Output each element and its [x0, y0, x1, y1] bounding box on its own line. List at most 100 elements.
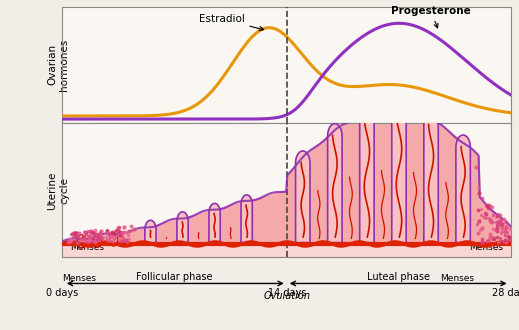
- Point: [70, 233, 78, 239]
- Point: [72, 230, 80, 236]
- Text: 14 days: 14 days: [268, 288, 306, 298]
- Point: [477, 206, 485, 211]
- Point: [498, 227, 506, 232]
- Point: [115, 237, 124, 242]
- Point: [497, 223, 505, 228]
- Point: [98, 234, 106, 239]
- Point: [88, 230, 96, 235]
- Point: [484, 202, 493, 207]
- Point: [115, 230, 123, 235]
- Point: [476, 227, 485, 232]
- Point: [69, 231, 77, 236]
- Point: [96, 231, 104, 236]
- Point: [111, 233, 119, 238]
- Point: [91, 227, 100, 233]
- Point: [488, 236, 497, 241]
- Point: [110, 235, 118, 240]
- Point: [500, 228, 509, 233]
- Point: [112, 228, 120, 233]
- Point: [105, 235, 114, 240]
- Point: [496, 235, 504, 240]
- Point: [488, 219, 497, 224]
- Point: [108, 233, 116, 238]
- Point: [88, 239, 97, 244]
- Point: [93, 237, 101, 242]
- Point: [496, 212, 504, 217]
- Text: Progesterone: Progesterone: [391, 6, 471, 28]
- Point: [104, 238, 113, 243]
- Point: [491, 219, 500, 224]
- Point: [66, 236, 74, 241]
- Point: [115, 224, 124, 229]
- Point: [95, 236, 103, 242]
- Point: [120, 224, 128, 230]
- Point: [482, 215, 490, 220]
- Point: [84, 233, 92, 239]
- Point: [94, 235, 102, 240]
- Point: [80, 233, 88, 239]
- Point: [491, 227, 500, 232]
- Text: Estradiol: Estradiol: [199, 14, 264, 31]
- Point: [84, 240, 92, 245]
- Point: [108, 230, 116, 235]
- Point: [87, 228, 95, 233]
- Point: [487, 219, 495, 225]
- Point: [482, 212, 490, 217]
- Point: [85, 236, 93, 241]
- Point: [500, 228, 509, 234]
- Point: [73, 231, 81, 236]
- Text: Menses: Menses: [440, 274, 474, 283]
- Point: [64, 239, 73, 245]
- Point: [81, 229, 89, 234]
- Polygon shape: [209, 203, 220, 243]
- Text: Follicular phase: Follicular phase: [136, 273, 213, 282]
- Point: [77, 236, 86, 241]
- Text: 28 days: 28 days: [492, 288, 519, 298]
- Polygon shape: [327, 124, 342, 243]
- Point: [494, 239, 502, 244]
- Point: [493, 225, 501, 230]
- Point: [92, 232, 100, 237]
- Point: [119, 237, 127, 243]
- Point: [502, 219, 510, 224]
- Point: [127, 223, 135, 229]
- Text: Menses: Menses: [469, 243, 503, 252]
- Point: [500, 232, 509, 237]
- Point: [486, 204, 494, 209]
- Point: [86, 229, 94, 234]
- Point: [474, 218, 483, 224]
- Point: [484, 237, 493, 243]
- Point: [85, 235, 93, 241]
- Point: [82, 229, 90, 235]
- Point: [498, 226, 507, 231]
- Point: [71, 239, 79, 244]
- Point: [503, 234, 512, 239]
- Point: [67, 237, 75, 243]
- Point: [506, 227, 514, 232]
- Point: [83, 231, 91, 237]
- Point: [472, 165, 481, 170]
- Point: [105, 231, 114, 237]
- Text: 0 days: 0 days: [46, 288, 78, 298]
- Point: [505, 234, 513, 240]
- Point: [74, 230, 83, 236]
- Point: [489, 213, 498, 218]
- Point: [500, 239, 509, 244]
- Y-axis label: Ovarian
hormones: Ovarian hormones: [47, 39, 69, 91]
- Text: Luteal phase: Luteal phase: [367, 273, 430, 282]
- Point: [76, 239, 84, 244]
- Point: [110, 233, 118, 238]
- Point: [495, 239, 503, 245]
- Point: [103, 230, 111, 235]
- Point: [502, 225, 510, 230]
- Point: [81, 238, 89, 244]
- Point: [473, 222, 482, 227]
- Point: [95, 233, 104, 239]
- Point: [477, 226, 486, 231]
- Point: [108, 238, 117, 244]
- Point: [115, 229, 124, 235]
- Point: [487, 235, 496, 240]
- Point: [93, 236, 101, 241]
- Point: [108, 229, 116, 234]
- Point: [97, 228, 105, 233]
